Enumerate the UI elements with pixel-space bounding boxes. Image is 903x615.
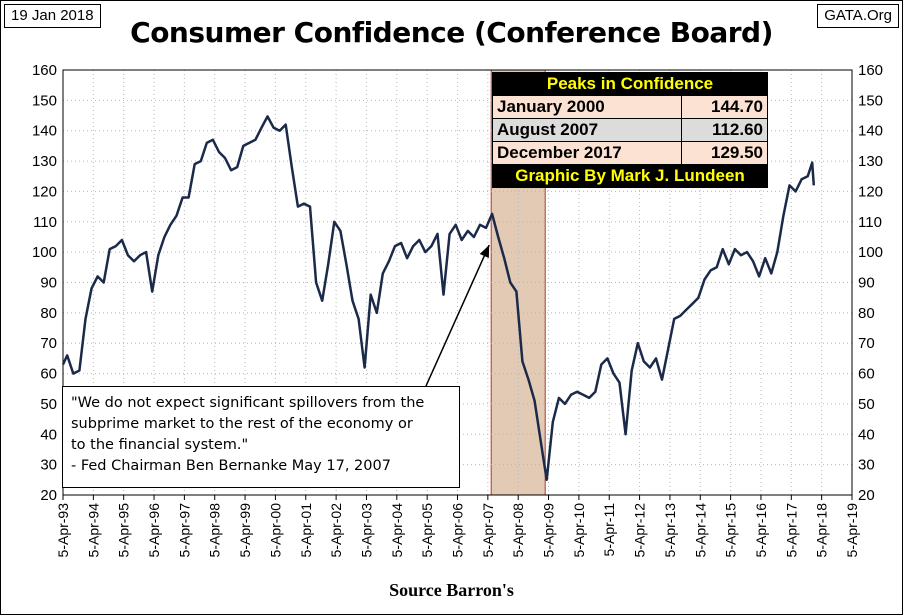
- x-tick-label: 5-Apr-05: [419, 503, 435, 558]
- x-tick-label: 5-Apr-99: [237, 503, 253, 558]
- x-tick-label: 5-Apr-15: [723, 503, 739, 558]
- y-tick-label-right: 90: [858, 275, 875, 292]
- x-tick-label: 5-Apr-02: [328, 503, 344, 558]
- y-tick-label: 80: [40, 305, 57, 322]
- y-tick-label: 40: [40, 426, 57, 443]
- peaks-title: Peaks in Confidence: [492, 72, 768, 96]
- quote-line: "We do not expect significant spillovers…: [71, 395, 425, 411]
- x-tick-label: 5-Apr-16: [753, 503, 769, 558]
- y-tick-label: 90: [40, 275, 57, 292]
- x-tick-label: 5-Apr-14: [692, 503, 708, 558]
- date-label: 19 Jan 2018: [4, 4, 101, 28]
- annotation-arrowhead: [479, 245, 490, 259]
- confidence-series-line: [61, 115, 816, 482]
- peak-value: 112.60: [680, 118, 769, 142]
- y-tick-label: 160: [32, 62, 57, 79]
- y-tick-label: 20: [40, 487, 57, 504]
- x-tick-label: 5-Apr-96: [146, 503, 162, 558]
- chart-title: Consumer Confidence (Conference Board): [130, 16, 773, 49]
- x-tick-label: 5-Apr-12: [632, 503, 648, 558]
- peak-value: 144.70: [680, 95, 769, 119]
- x-tick-label: 5-Apr-97: [176, 503, 192, 558]
- y-tick-label-right: 140: [858, 123, 883, 140]
- source-note: Source Barron's: [389, 580, 514, 600]
- y-tick-label: 50: [40, 396, 57, 413]
- x-tick-label: 5-Apr-13: [662, 503, 678, 558]
- y-tick-label: 120: [32, 183, 57, 200]
- y-tick-label-right: 150: [858, 92, 883, 109]
- x-tick-label: 5-Apr-04: [389, 503, 405, 558]
- x-tick-label: 5-Apr-94: [85, 503, 101, 558]
- x-tick-label: 5-Apr-17: [783, 503, 799, 558]
- x-tick-label: 5-Apr-07: [480, 503, 496, 558]
- quote-box: "We do not expect significant spillovers…: [62, 386, 460, 488]
- quote-line: subprime market to the rest of the econo…: [71, 416, 413, 432]
- x-tick-label: 5-Apr-03: [358, 503, 374, 558]
- graphic-credit: Graphic By Mark J. Lundeen: [492, 164, 768, 188]
- y-tick-label-right: 130: [858, 153, 883, 170]
- y-tick-label-right: 30: [858, 457, 875, 474]
- quote-attribution: - Fed Chairman Ben Bernanke May 17, 2007: [71, 458, 391, 474]
- y-tick-label: 110: [33, 214, 57, 231]
- peak-label: December 2017: [492, 141, 682, 165]
- x-tick-label: 5-Apr-18: [814, 503, 830, 558]
- y-tick-label: 70: [40, 335, 57, 352]
- x-tick-label: 5-Apr-93: [55, 503, 71, 558]
- x-tick-label: 5-Apr-00: [267, 503, 283, 558]
- peak-label: January 2000: [492, 95, 682, 119]
- plot-border: [62, 69, 853, 496]
- quote-line: to the financial system.": [71, 437, 249, 453]
- peak-label: August 2007: [492, 118, 682, 142]
- y-tick-label: 100: [32, 244, 57, 261]
- y-tick-label-right: 70: [858, 335, 875, 352]
- peaks-table: Peaks in Confidence January 2000 144.70 …: [492, 72, 769, 188]
- x-tick-label: 5-Apr-01: [298, 503, 314, 558]
- x-tick-label: 5-Apr-08: [510, 503, 526, 558]
- y-tick-label: 60: [40, 366, 57, 383]
- y-tick-label-right: 60: [858, 366, 875, 383]
- y-tick-label-right: 100: [858, 244, 883, 261]
- x-tick-label: 5-Apr-10: [571, 503, 587, 558]
- y-tick-label: 140: [32, 123, 57, 140]
- x-tick-label: 5-Apr-11: [601, 503, 617, 557]
- x-tick-label: 5-Apr-98: [207, 503, 223, 558]
- y-tick-label-right: 120: [858, 183, 883, 200]
- x-tick-label: 5-Apr-95: [116, 503, 132, 558]
- annotation-arrow: [425, 244, 490, 387]
- y-tick-label-right: 160: [858, 62, 883, 79]
- y-tick-label-right: 110: [858, 214, 882, 231]
- x-tick-label: 5-Apr-06: [450, 503, 466, 558]
- y-tick-label-right: 50: [858, 396, 875, 413]
- y-tick-label-right: 20: [858, 487, 875, 504]
- y-tick-label: 30: [40, 457, 57, 474]
- y-tick-label-right: 80: [858, 305, 875, 322]
- y-tick-label: 150: [32, 92, 57, 109]
- x-tick-label: 5-Apr-09: [541, 503, 557, 558]
- x-tick-label: 5-Apr-19: [844, 503, 860, 558]
- peak-value: 129.50: [680, 141, 769, 165]
- source-site-label: GATA.Org: [817, 4, 899, 28]
- y-tick-label: 130: [32, 153, 57, 170]
- y-tick-label-right: 40: [858, 426, 875, 443]
